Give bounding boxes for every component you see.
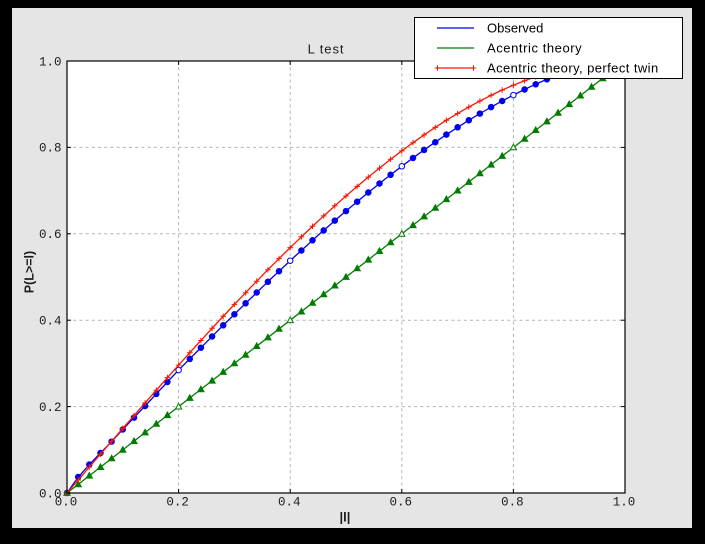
svg-text:1.0: 1.0 <box>613 496 636 510</box>
svg-text:Observed: Observed <box>487 21 543 36</box>
svg-text:1.0: 1.0 <box>39 55 62 69</box>
svg-text:Acentric theory: Acentric theory <box>487 41 582 56</box>
svg-text:0.6: 0.6 <box>39 228 62 242</box>
svg-text:L test: L test <box>308 42 345 57</box>
svg-text:0.2: 0.2 <box>166 496 189 510</box>
svg-text:0.0: 0.0 <box>39 487 62 501</box>
svg-text:|l|: |l| <box>340 510 351 525</box>
svg-text:0.2: 0.2 <box>39 401 62 415</box>
svg-text:Acentric theory, perfect twin: Acentric theory, perfect twin <box>487 61 659 76</box>
svg-text:0.0: 0.0 <box>55 496 78 510</box>
svg-text:0.4: 0.4 <box>39 315 62 329</box>
svg-text:0.4: 0.4 <box>278 496 301 510</box>
svg-text:0.8: 0.8 <box>39 142 62 156</box>
svg-text:P(L>=l): P(L>=l) <box>23 251 37 293</box>
svg-text:0.6: 0.6 <box>390 496 413 510</box>
svg-text:0.8: 0.8 <box>501 496 524 510</box>
